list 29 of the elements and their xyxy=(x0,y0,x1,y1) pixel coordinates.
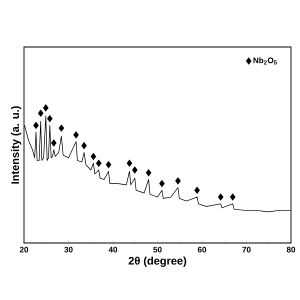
x-tick-label: 80 xyxy=(286,246,296,252)
x-axis-title: 2θ (degree) xyxy=(128,256,186,267)
x-tick-label: 60 xyxy=(198,246,206,252)
point xyxy=(218,194,224,200)
point xyxy=(38,110,44,117)
point xyxy=(73,131,79,138)
point xyxy=(33,122,39,129)
point xyxy=(81,142,87,150)
point xyxy=(58,124,64,132)
x-tick-label: 20 xyxy=(20,246,28,252)
point xyxy=(159,180,165,187)
x-tick-label: 30 xyxy=(64,246,73,252)
point xyxy=(106,161,112,168)
point xyxy=(146,169,152,176)
x-tick-label: 70 xyxy=(242,246,251,252)
point xyxy=(51,140,57,146)
legend-label: Nb$_{2}$O$_{5}$ xyxy=(254,57,277,65)
x-tick-label: 40 xyxy=(108,246,118,252)
point xyxy=(47,115,53,122)
point xyxy=(132,166,138,174)
point xyxy=(230,194,236,200)
point xyxy=(43,104,49,112)
point xyxy=(175,177,181,184)
point xyxy=(90,153,96,160)
y-axis-title: Intensity (a. u.) xyxy=(10,106,22,184)
point xyxy=(126,160,132,167)
point xyxy=(194,186,200,194)
point xyxy=(96,160,102,167)
x-tick-label: 50 xyxy=(153,246,162,252)
